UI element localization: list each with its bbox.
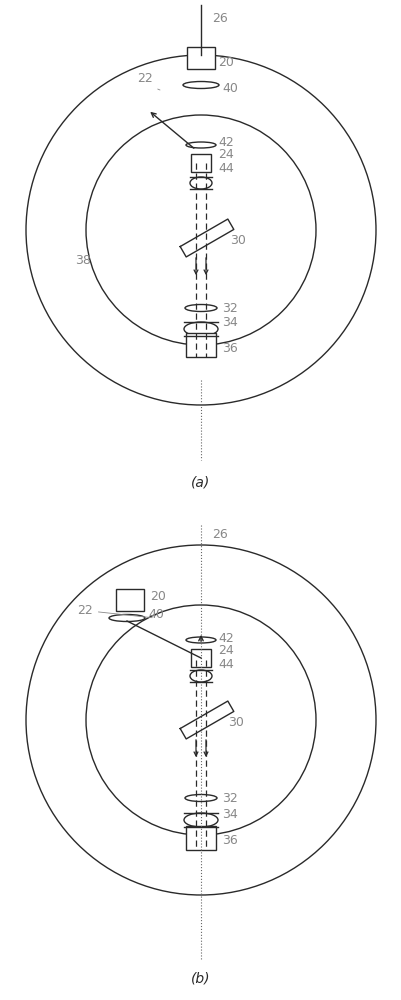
Text: 26: 26 [211, 528, 227, 542]
Text: 40: 40 [221, 82, 237, 95]
Text: 44: 44 [217, 658, 233, 670]
Bar [116, 589, 144, 611]
Ellipse shape [190, 670, 211, 682]
Text: 20: 20 [217, 55, 233, 68]
Text: 36: 36 [221, 342, 237, 355]
Text: 22: 22 [137, 72, 160, 90]
Ellipse shape [184, 813, 217, 827]
Text: 32: 32 [221, 792, 237, 804]
Text: 38: 38 [75, 253, 91, 266]
Bar [190, 649, 211, 667]
Ellipse shape [184, 322, 217, 336]
Bar [190, 154, 211, 172]
Text: 26: 26 [211, 11, 227, 24]
Text: 24: 24 [217, 148, 233, 161]
Text: 34: 34 [221, 808, 237, 820]
Text: 20: 20 [150, 589, 166, 602]
Text: 36: 36 [221, 834, 237, 846]
Text: (b): (b) [191, 972, 210, 986]
Ellipse shape [190, 177, 211, 189]
Text: 32: 32 [221, 302, 237, 314]
Text: 42: 42 [217, 135, 233, 148]
Text: 42: 42 [217, 632, 233, 645]
Bar [186, 333, 215, 357]
Text: 44: 44 [217, 161, 233, 174]
Text: 30: 30 [229, 233, 245, 246]
Text: 34: 34 [221, 316, 237, 328]
Text: (a): (a) [191, 475, 210, 489]
Bar [186, 826, 215, 850]
Text: 30: 30 [227, 716, 243, 728]
Text: 24: 24 [217, 645, 233, 658]
Text: 40: 40 [148, 607, 164, 620]
Text: 22: 22 [77, 604, 152, 618]
Bar [186, 47, 215, 69]
